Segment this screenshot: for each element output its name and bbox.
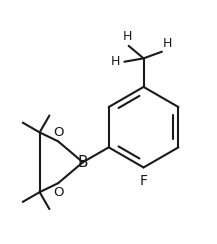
Text: H: H [123, 30, 132, 43]
Text: O: O [53, 186, 63, 199]
Text: H: H [110, 55, 120, 68]
Text: O: O [53, 126, 63, 139]
Text: F: F [140, 174, 148, 188]
Text: H: H [163, 37, 172, 50]
Text: B: B [78, 155, 88, 170]
